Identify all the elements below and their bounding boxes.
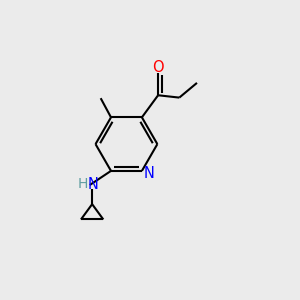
Text: N: N [144,166,155,181]
Text: N: N [88,177,99,192]
Text: O: O [152,60,164,75]
Text: H: H [78,177,88,191]
